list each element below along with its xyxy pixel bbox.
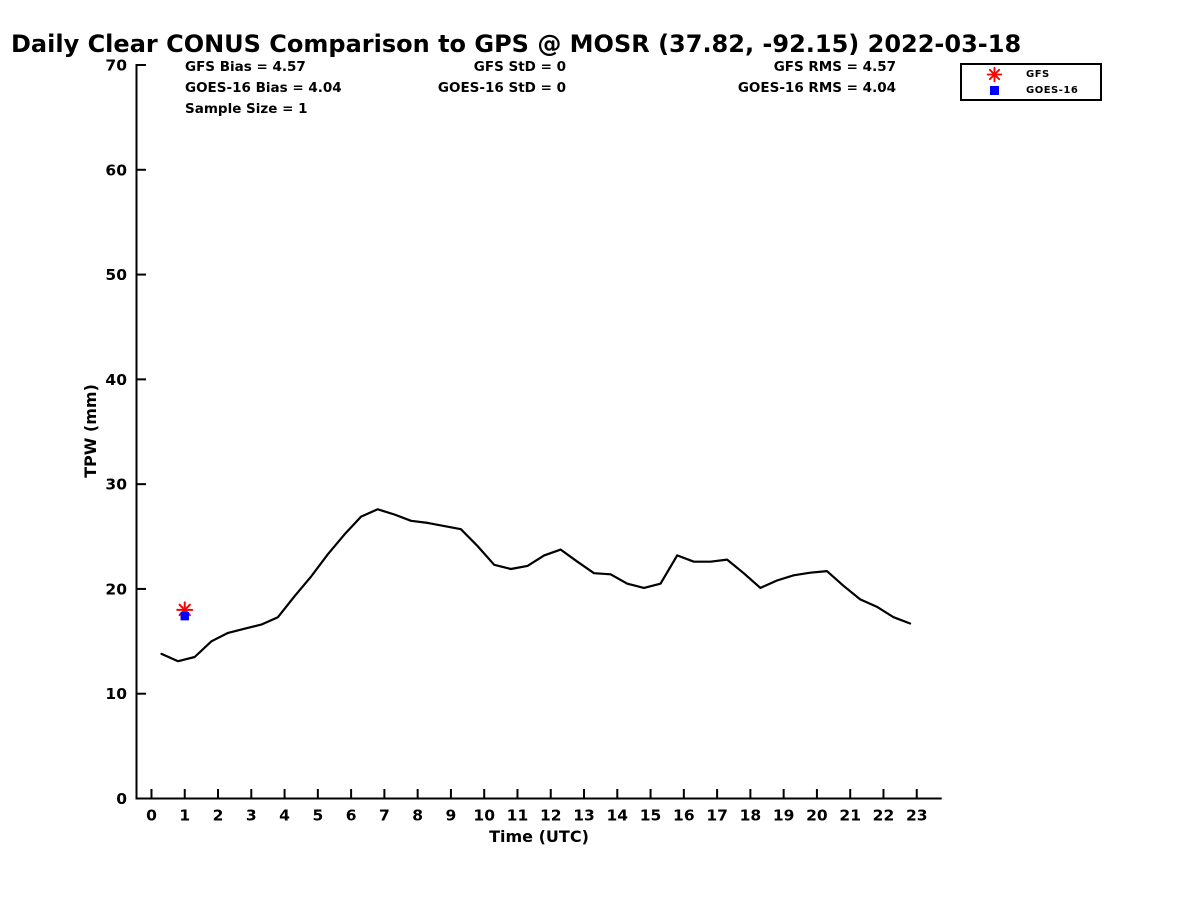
axes [135, 64, 942, 800]
y-tick-label: 10 [105, 685, 127, 703]
x-ticks: 0 1 2 3 4 5 6 7 8 9 10 11 12 13 14 15 16 17 18 19 20 21 22 23 [146, 789, 928, 825]
y-tick-label: 70 [105, 57, 127, 75]
x-tick-label: 17 [706, 807, 728, 825]
x-tick-label: 0 [146, 807, 157, 825]
stat-gfs-bias: GFS Bias = 4.57 [185, 59, 306, 75]
x-tick-label: 4 [279, 807, 290, 825]
x-tick-label: 11 [507, 807, 529, 825]
x-tick-label: 14 [607, 807, 629, 825]
chart-title: Daily Clear CONUS Comparison to GPS @ MO… [11, 30, 1022, 58]
x-axis-label: Time (UTC) [489, 827, 589, 846]
y-tick-label: 50 [105, 266, 127, 284]
stat-goes16-std: GOES-16 StD = 0 [437, 80, 566, 96]
stat-gfs-rms: GFS RMS = 4.57 [773, 59, 896, 75]
x-tick-label: 15 [640, 807, 662, 825]
gps-tpw-line [160, 508, 912, 663]
x-tick-label: 9 [446, 807, 457, 825]
legend-label-goes16: GOES-16 [1026, 84, 1079, 96]
y-tick-label: 0 [116, 790, 127, 808]
x-tick-label: 2 [213, 807, 224, 825]
x-tick-label: 21 [839, 807, 861, 825]
stat-goes16-rms: GOES-16 RMS = 4.04 [737, 80, 896, 96]
y-tick-label: 60 [105, 161, 127, 179]
x-tick-label: 19 [773, 807, 795, 825]
stat-sample-size: Sample Size = 1 [185, 101, 308, 117]
legend-label-gfs: GFS [1026, 68, 1050, 80]
goes16-square-icon [962, 85, 1026, 95]
x-tick-label: 23 [906, 807, 928, 825]
x-tick-label: 3 [246, 807, 257, 825]
x-tick-label: 22 [873, 807, 895, 825]
y-axis-label: TPW (mm) [81, 384, 100, 478]
x-tick-label: 13 [573, 807, 595, 825]
x-tick-label: 7 [379, 807, 390, 825]
x-tick-label: 5 [312, 807, 323, 825]
x-tick-label: 18 [740, 807, 762, 825]
x-tick-label: 16 [673, 807, 695, 825]
goes16-marker [180, 611, 189, 621]
legend-box: GFS GOES-16 [960, 63, 1102, 101]
y-tick-label: 30 [105, 476, 127, 494]
y-ticks: 0 10 20 30 40 50 60 70 [105, 57, 146, 808]
x-tick-label: 12 [540, 807, 562, 825]
stat-gfs-std: GFS StD = 0 [473, 59, 566, 75]
x-tick-label: 10 [473, 807, 495, 825]
y-tick-label: 20 [105, 580, 127, 598]
stat-goes16-bias: GOES-16 Bias = 4.04 [185, 80, 342, 96]
x-tick-label: 20 [806, 807, 828, 825]
legend-item-gfs: GFS [962, 66, 1100, 82]
y-tick-label: 40 [105, 371, 127, 389]
x-tick-label: 1 [179, 807, 190, 825]
gfs-asterisk-icon [962, 66, 1026, 83]
x-tick-label: 6 [346, 807, 357, 825]
legend-item-goes16: GOES-16 [962, 82, 1100, 98]
x-tick-label: 8 [412, 807, 423, 825]
